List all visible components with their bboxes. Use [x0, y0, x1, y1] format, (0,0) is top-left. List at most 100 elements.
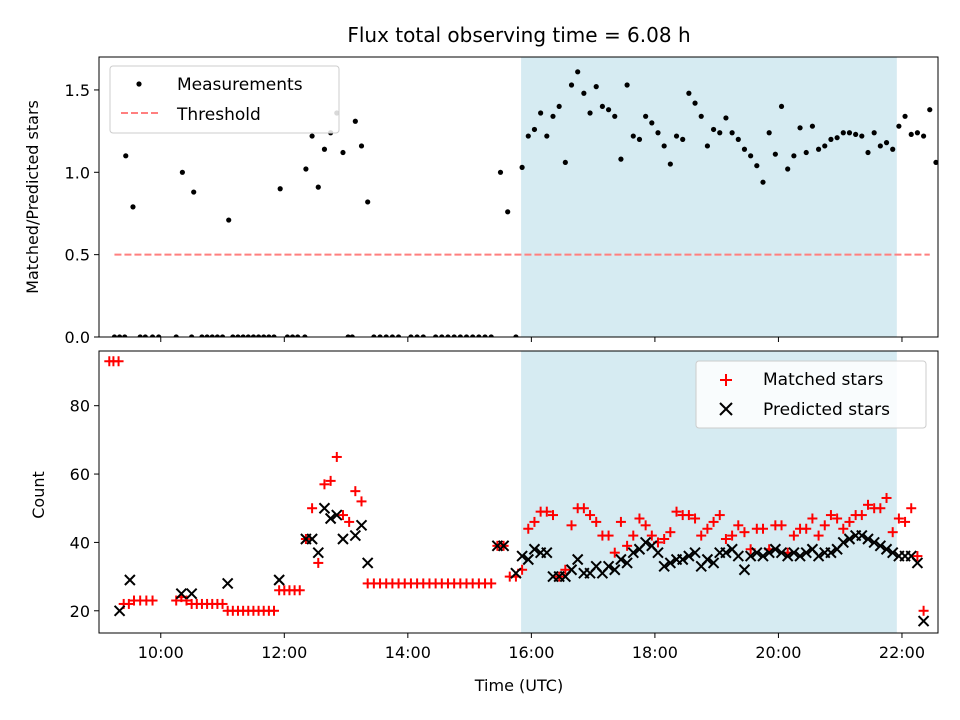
measurement-point — [896, 123, 902, 129]
x-axis-label: Time (UTC) — [474, 676, 563, 695]
predicted-star-point — [763, 546, 775, 559]
matched-star-point — [615, 516, 626, 527]
x-tick-label: 16:00 — [508, 643, 554, 662]
measurement-point — [266, 334, 272, 337]
legend-matched-label: Matched stars — [763, 370, 883, 390]
measurement-point — [605, 107, 612, 113]
matched-star-point — [337, 510, 348, 521]
matched-star-point — [727, 530, 738, 541]
predicted-star-point — [720, 546, 732, 559]
predicted-star-point — [744, 550, 757, 562]
y-tick-label: 1.5 — [65, 81, 90, 100]
x-tick-label: 12:00 — [261, 643, 307, 662]
predicted-star-point — [874, 540, 887, 552]
matched-star-point — [171, 595, 182, 606]
x-tick-label: 10:00 — [138, 643, 184, 662]
matched-star-point — [529, 516, 540, 527]
measurement-point — [568, 82, 575, 88]
matched-star-point — [733, 520, 744, 531]
matched-star-point — [875, 503, 886, 514]
measurement-point — [250, 334, 257, 337]
measurement-point — [655, 130, 661, 136]
matched-star-point — [609, 547, 620, 558]
predicted-star-point — [775, 546, 788, 559]
measurement-point — [191, 189, 197, 195]
measurement-point — [315, 184, 321, 190]
predicted-star-point — [571, 553, 584, 566]
measurement-point — [710, 126, 717, 133]
matched-star-point — [547, 510, 558, 521]
predicted-star-point — [124, 574, 136, 586]
predicted-star-point — [856, 529, 868, 542]
matched-star-point — [708, 516, 719, 527]
predicted-star-point — [337, 533, 349, 545]
matched-star-point — [294, 585, 305, 596]
measurement-point — [797, 125, 803, 131]
measurement-point — [261, 334, 267, 337]
matched-star-point — [757, 523, 768, 534]
measurement-point — [309, 133, 315, 139]
predicted-star-point — [497, 540, 510, 552]
matched-star-point — [181, 595, 192, 606]
measurement-point — [525, 133, 531, 139]
predicted-star-point — [800, 546, 812, 559]
x-tick-label: 14:00 — [385, 643, 431, 662]
measurement-point — [673, 133, 680, 139]
measurement-point — [914, 130, 921, 136]
matched-star-point — [801, 523, 812, 534]
predicted-star-point — [528, 543, 541, 555]
matched-star-point — [113, 356, 124, 367]
predicted-star-point — [652, 546, 664, 559]
predicted-star-point — [676, 553, 689, 566]
measurement-point — [470, 334, 476, 337]
measurement-point — [698, 113, 704, 119]
matched-star-point — [690, 513, 701, 524]
measurement-point — [414, 334, 420, 337]
measurement-point — [408, 334, 414, 337]
measurement-point — [704, 143, 711, 149]
measurement-point — [729, 130, 735, 136]
measurement-point — [349, 334, 355, 337]
matched-star-point — [906, 503, 917, 514]
bottom-y-axis-label: Count — [29, 471, 48, 519]
measurement-point — [130, 204, 136, 210]
y-tick-label: 80 — [70, 397, 90, 416]
x-tick-label: 18:00 — [632, 643, 678, 662]
count-points — [104, 356, 930, 627]
matched-star-point — [486, 578, 497, 589]
matched-star-point — [720, 534, 731, 544]
chart-title: Flux total observing time = 6.08 h — [347, 23, 690, 47]
matched-star-point — [807, 513, 818, 524]
measurement-point — [519, 164, 525, 170]
measurement-point — [445, 334, 451, 337]
matched-star-point — [887, 527, 898, 538]
measurement-point — [785, 166, 791, 172]
measurement-point — [199, 334, 205, 337]
measurement-point — [581, 90, 587, 96]
y-tick-label: 0.5 — [65, 246, 90, 265]
matched-star-point — [634, 513, 645, 524]
matched-star-point — [665, 527, 676, 538]
measurement-point — [661, 143, 667, 149]
measurement-point — [859, 133, 865, 139]
predicted-star-point — [732, 550, 744, 562]
measurement-point — [933, 159, 938, 166]
predicted-star-point — [361, 557, 374, 569]
matched-star-point — [331, 451, 342, 462]
measurement-point — [927, 107, 933, 113]
matched-star-point — [714, 510, 725, 521]
matched-star-point — [541, 506, 552, 517]
predicted-star-point — [862, 533, 874, 545]
predicted-star-point — [565, 564, 578, 576]
measurement-point — [741, 146, 748, 152]
top-plot-frame — [98, 56, 939, 338]
measurement-point — [345, 334, 351, 337]
matched-star-point — [313, 557, 324, 568]
measurement-point — [822, 143, 828, 149]
measurement-point — [352, 118, 358, 124]
measurement-point — [340, 149, 346, 156]
matched-star-point — [881, 492, 892, 503]
measurement-point — [255, 334, 262, 337]
measurement-point — [544, 133, 550, 139]
measurement-point — [116, 334, 123, 337]
